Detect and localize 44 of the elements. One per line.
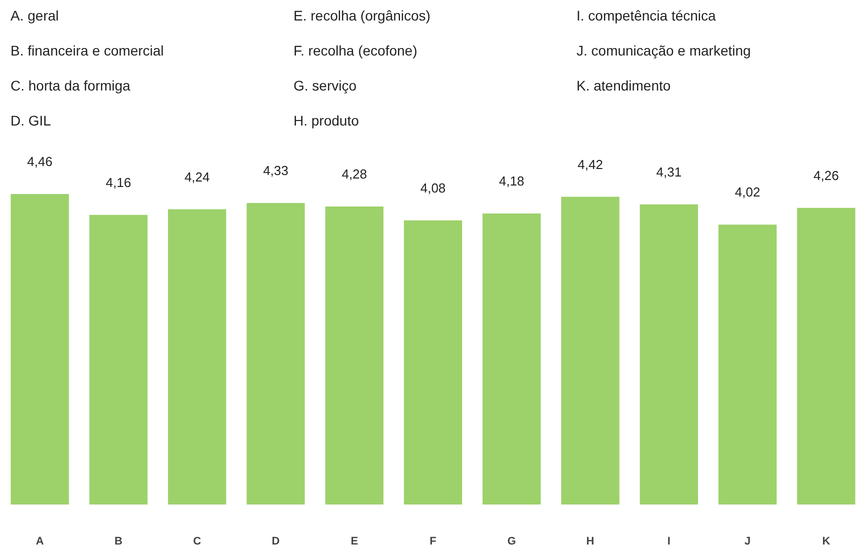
x-tick-label: I bbox=[667, 536, 670, 548]
bar bbox=[246, 203, 305, 504]
bar bbox=[10, 194, 69, 504]
x-tick-label: G bbox=[507, 536, 516, 548]
bar bbox=[797, 208, 856, 504]
text: F. recolha (ecofone) bbox=[294, 42, 418, 58]
x-tick-label: B bbox=[114, 536, 122, 548]
data-label: 4,18 bbox=[498, 173, 524, 188]
bar bbox=[404, 220, 462, 504]
x-tick-label: C bbox=[193, 536, 202, 548]
data-label: 4,08 bbox=[420, 180, 446, 196]
text: D. GIL bbox=[10, 112, 52, 128]
data-label: 4,02 bbox=[734, 184, 760, 200]
x-tick-label: A bbox=[36, 536, 44, 548]
data-label: 4,16 bbox=[106, 174, 132, 190]
text: B. financeira e comercial bbox=[10, 42, 164, 58]
data-label: 4,26 bbox=[814, 168, 839, 183]
bar bbox=[168, 209, 226, 504]
bar bbox=[640, 204, 698, 504]
x-tick-label: F bbox=[430, 536, 437, 548]
text: A. geral bbox=[10, 8, 59, 24]
text: K. atendimento bbox=[576, 78, 671, 94]
text: G. serviço bbox=[294, 78, 357, 94]
text: J. comunicação e marketing bbox=[576, 42, 751, 58]
data-label: 4,31 bbox=[656, 164, 682, 180]
x-tick-label: H bbox=[586, 536, 594, 548]
bar bbox=[561, 196, 620, 504]
data-label: 4,33 bbox=[263, 163, 288, 178]
x-tick-label: E bbox=[350, 536, 358, 548]
bar bbox=[325, 206, 384, 504]
bar bbox=[89, 214, 148, 504]
data-label: 4,46 bbox=[27, 154, 52, 169]
data-label: 4,42 bbox=[578, 156, 603, 172]
x-tick-label: K bbox=[822, 536, 830, 548]
bar bbox=[718, 224, 777, 504]
text: E. recolha (orgânicos) bbox=[294, 8, 430, 24]
text: I. competência técnica bbox=[576, 8, 716, 24]
data-label: 4,24 bbox=[184, 169, 210, 184]
data-label: 4,28 bbox=[342, 166, 368, 182]
text: H. produto bbox=[294, 112, 360, 128]
bar bbox=[482, 213, 541, 504]
x-tick-label: J bbox=[744, 536, 751, 548]
x-tick-label: D bbox=[272, 536, 280, 548]
text: C. horta da formiga bbox=[10, 78, 131, 94]
